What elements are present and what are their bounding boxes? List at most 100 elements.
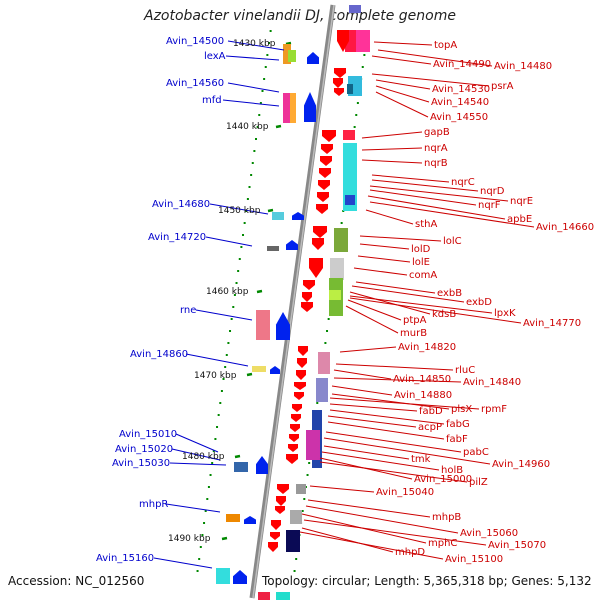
- gene-label-right: holB: [441, 465, 463, 476]
- leader-line-right: [305, 505, 459, 534]
- genome-backbone-highlight: [252, 4, 335, 599]
- scale-tick: [221, 536, 228, 541]
- gene-label-left: mfd: [202, 95, 222, 106]
- gene-arrow-reverse: [296, 370, 306, 380]
- minor-tick-left: [204, 510, 207, 512]
- gene-block: [343, 130, 355, 140]
- minor-tick-left: [264, 66, 267, 68]
- gene-label-left: rne: [180, 305, 196, 316]
- gene-label-right: comA: [409, 270, 437, 281]
- minor-tick-left: [207, 486, 210, 488]
- leader-line-left: [165, 503, 221, 513]
- gene-block: [256, 310, 270, 340]
- scale-label: 1480 kbp: [182, 452, 225, 462]
- scale-label: 1460 kbp: [206, 287, 249, 297]
- scale-tick: [246, 372, 253, 377]
- gene-block: [334, 228, 348, 252]
- leader-line-right: [373, 41, 433, 46]
- leader-line-left: [222, 99, 280, 107]
- gene-arrow-forward: [307, 52, 319, 64]
- minor-tick-right: [327, 318, 330, 320]
- leader-line-left: [227, 82, 280, 93]
- scale-tick: [256, 289, 263, 294]
- gene-block: [288, 50, 296, 62]
- gene-label-right: plsX: [451, 404, 472, 415]
- minor-tick-left: [222, 378, 225, 380]
- leader-line-right: [365, 209, 414, 225]
- minor-tick-left: [232, 306, 235, 308]
- minor-tick-left: [238, 258, 241, 260]
- genome-backbone: [249, 4, 336, 599]
- leader-line-right: [333, 369, 392, 380]
- minor-tick-left: [245, 210, 248, 212]
- gene-label-right: fabF: [446, 434, 468, 445]
- leader-line-right: [323, 445, 410, 460]
- gene-label-right: pabC: [463, 447, 489, 458]
- gene-label-right: lolE: [412, 257, 430, 268]
- leader-line-right: [329, 403, 418, 412]
- minor-tick-right: [361, 66, 364, 68]
- gene-label-right: rluC: [455, 365, 475, 376]
- gene-label-right: Avin_15070: [488, 540, 546, 551]
- leader-line-right: [301, 527, 394, 553]
- gene-label-right: murB: [400, 328, 427, 339]
- gene-arrow-forward: [270, 366, 280, 374]
- minor-tick-left: [199, 546, 202, 548]
- gene-arrow-reverse: [290, 424, 300, 432]
- gene-arrow-reverse: [321, 144, 333, 154]
- gene-label-right: Avin_14770: [523, 318, 581, 329]
- gene-arrow-reverse: [297, 358, 307, 368]
- minor-tick-left: [251, 162, 254, 164]
- scale-label: 1490 kbp: [168, 534, 211, 544]
- leader-line-left: [171, 448, 221, 461]
- gene-arrow-reverse: [313, 226, 327, 238]
- leader-line-right: [371, 174, 450, 183]
- minor-tick-left: [237, 270, 240, 272]
- leader-line-right: [319, 461, 468, 483]
- gene-block: [356, 30, 370, 52]
- gene-block: [316, 378, 328, 402]
- leader-line-right: [327, 415, 417, 428]
- gene-arrow-reverse: [309, 258, 323, 278]
- gene-label-right: nqrA: [424, 143, 448, 154]
- gene-label-left: lexA: [204, 51, 226, 62]
- gene-label-right: Avin_14550: [430, 112, 488, 123]
- gene-arrow-forward: [292, 212, 304, 220]
- minor-tick-left: [214, 438, 217, 440]
- gene-label-right: Avin_15100: [445, 554, 503, 565]
- minor-tick-left: [267, 42, 270, 44]
- gene-arrow-reverse: [316, 204, 328, 214]
- gene-block: [343, 143, 357, 211]
- minor-tick-left: [259, 102, 262, 104]
- gene-label-left: Avin_15020: [115, 444, 173, 455]
- gene-label-right: lpxK: [494, 308, 516, 319]
- gene-label-right: mhpB: [432, 512, 461, 523]
- gene-arrow-forward: [304, 92, 316, 122]
- leader-line-left: [227, 40, 285, 51]
- leader-line-left: [153, 557, 213, 569]
- gene-label-left: Avin_15030: [112, 458, 170, 469]
- gene-arrow-reverse: [294, 392, 304, 400]
- gene-label-left: Avin_15160: [96, 553, 154, 564]
- minor-tick-right: [326, 330, 329, 332]
- gene-arrow-reverse: [303, 280, 315, 290]
- leader-line-right: [335, 363, 454, 371]
- gene-label-right: Avin_14840: [463, 377, 521, 388]
- gene-label-right: nqrD: [480, 186, 505, 197]
- minor-tick-right: [316, 402, 319, 404]
- gene-block: [290, 510, 302, 524]
- minor-tick-left: [230, 318, 233, 320]
- gene-label-right: nqrB: [424, 158, 448, 169]
- gene-arrow-reverse: [302, 292, 312, 302]
- gene-label-right: mphC: [428, 538, 457, 549]
- gene-label-left: mhpR: [139, 499, 168, 510]
- gene-label-right: fabD: [419, 406, 443, 417]
- gene-arrow-reverse: [319, 168, 331, 178]
- gene-label-right: exbB: [437, 288, 462, 299]
- leader-line-right: [355, 281, 436, 294]
- gene-label-right: mhpD: [395, 547, 425, 558]
- leader-line-right: [351, 285, 465, 303]
- gene-arrow-reverse: [334, 88, 344, 96]
- minor-tick-left: [266, 54, 269, 56]
